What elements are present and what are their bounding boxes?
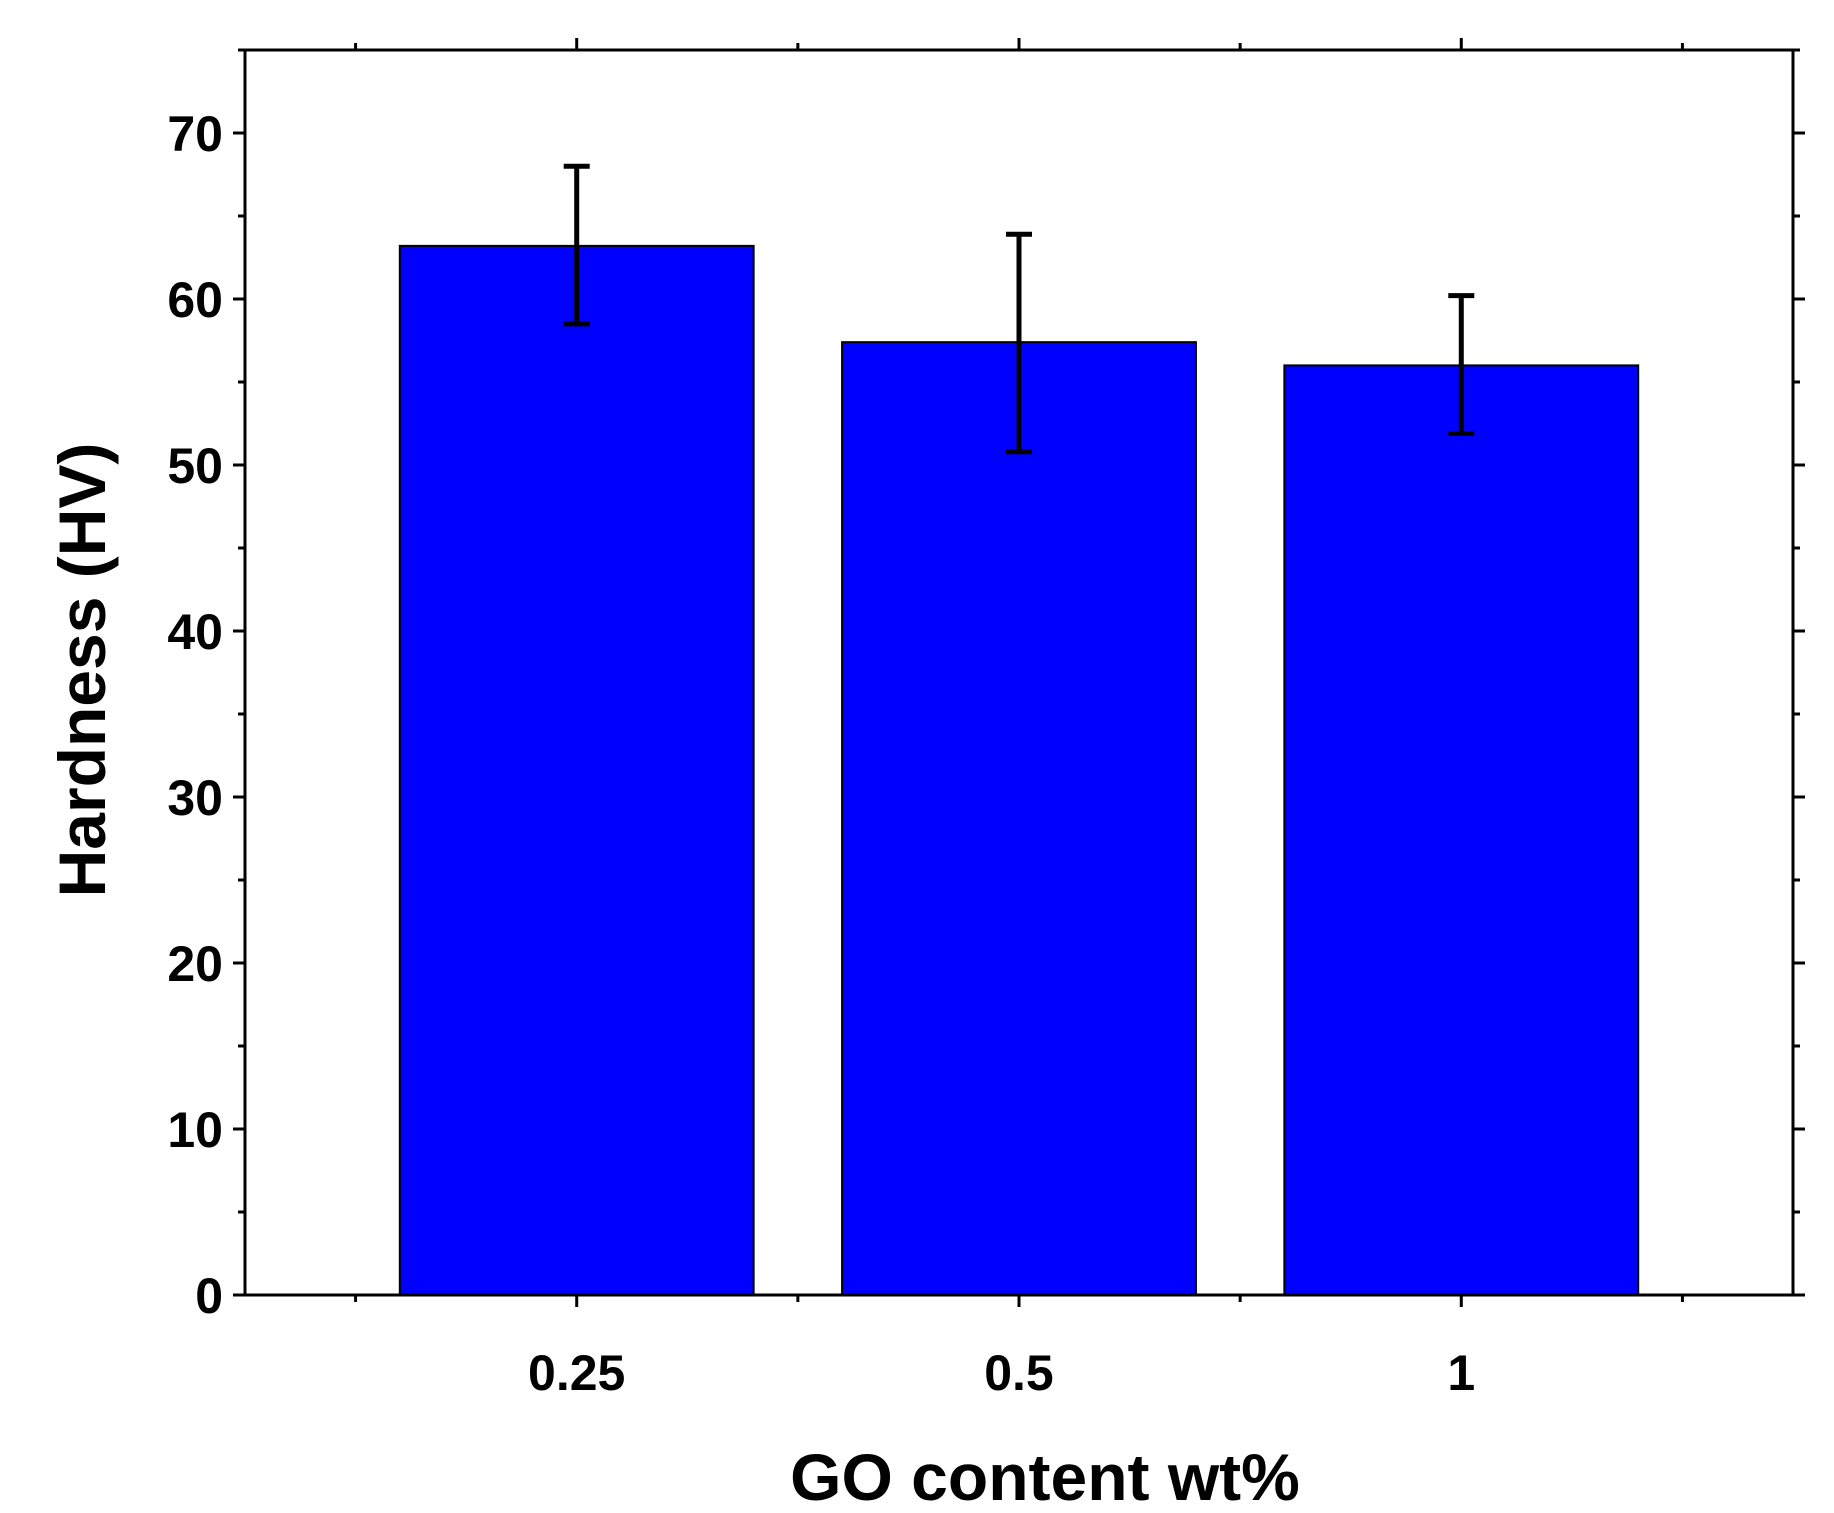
y-tick-label: 10 — [167, 1102, 223, 1158]
y-tick-label: 60 — [167, 272, 223, 328]
bar-1 — [1283, 364, 1640, 1296]
y-tick-label: 20 — [167, 936, 223, 992]
y-tick-label: 30 — [167, 770, 223, 826]
y-axis-title: Hardness (HV) — [45, 443, 119, 898]
bar-0.5 — [841, 341, 1197, 1297]
error-bars-group — [563, 163, 1475, 455]
tick-labels-group: 0 10 20 30 40 50 60 70 0.25 0.5 1 — [167, 106, 1475, 1401]
x-tick-label: 1 — [1447, 1345, 1475, 1401]
y-tick-label: 70 — [167, 106, 223, 162]
y-tick-label: 40 — [167, 604, 223, 660]
x-axis-title: GO content wt% — [790, 1440, 1300, 1513]
axes-group — [233, 38, 1805, 1307]
x-tick-label: 0.25 — [528, 1345, 625, 1401]
y-tick-label: 0 — [195, 1268, 223, 1324]
x-tick-label: 0.5 — [984, 1345, 1054, 1401]
y-tick-label: 50 — [167, 438, 223, 494]
bar-0.25 — [398, 244, 755, 1296]
